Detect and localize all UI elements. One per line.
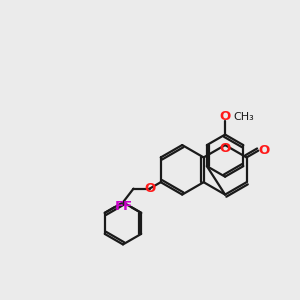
Text: O: O — [258, 144, 269, 157]
Text: F: F — [114, 200, 123, 212]
Text: O: O — [144, 182, 155, 195]
Text: F: F — [122, 200, 132, 212]
Text: O: O — [220, 110, 231, 123]
Text: CH₃: CH₃ — [234, 112, 254, 122]
Text: O: O — [220, 142, 231, 155]
